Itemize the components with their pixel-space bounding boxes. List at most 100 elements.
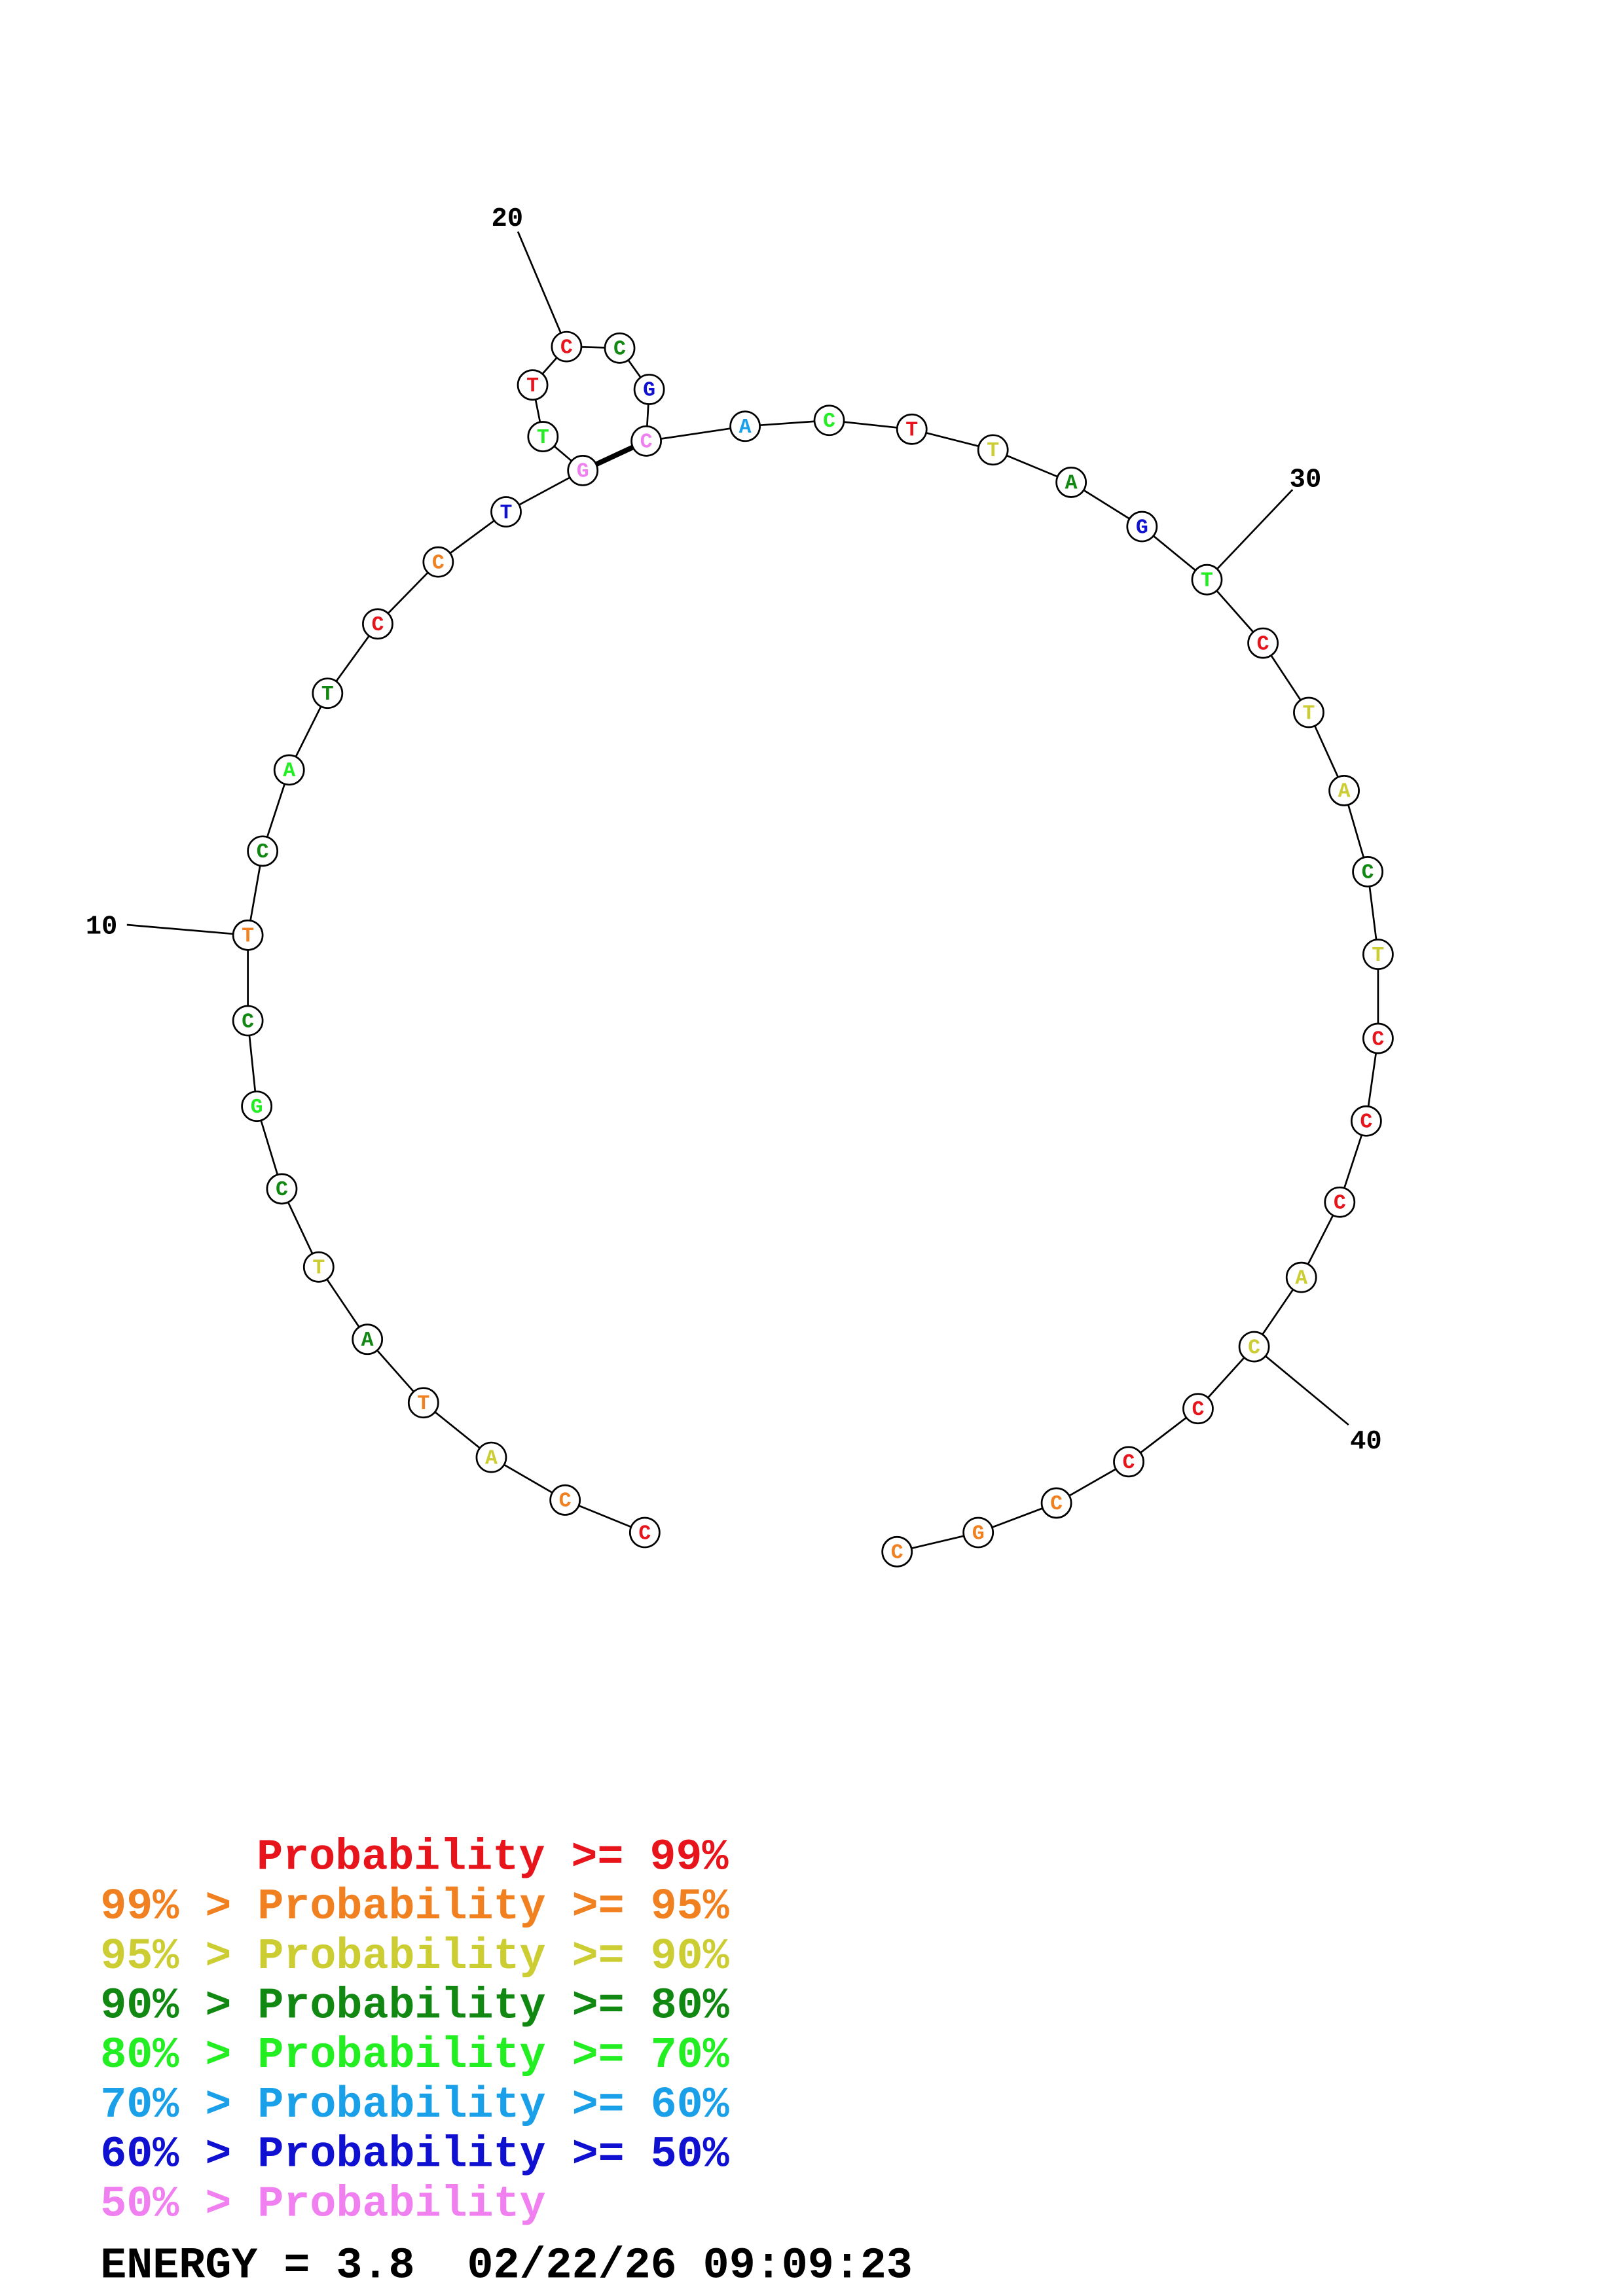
nucleotide-circle — [1293, 696, 1324, 728]
nucleotide: G — [962, 1516, 994, 1549]
nucleotide: C — [604, 332, 636, 364]
nucleotide-circle — [1350, 1105, 1382, 1137]
nucleotide: C — [1362, 1022, 1394, 1054]
nucleotide: C — [1182, 1393, 1214, 1425]
nucleotide-circle — [977, 434, 1009, 466]
nucleotide: T — [517, 369, 549, 401]
nucleotide-base: C — [1360, 1111, 1372, 1134]
nucleotide-base: G — [1136, 516, 1148, 539]
nucleotide: C — [1040, 1487, 1072, 1519]
nucleotide-base: C — [242, 1011, 254, 1033]
legend-entry: Probability >= 99% — [257, 1833, 729, 1882]
nucleotide-base: C — [638, 1522, 651, 1545]
nucleotide-circle — [1352, 856, 1384, 888]
nucleotide-base: T — [537, 427, 549, 450]
nucleotide-circle — [813, 404, 845, 437]
number-label: 20 — [491, 204, 523, 234]
nucleotide: A — [729, 410, 761, 442]
nucleotide-circle — [527, 421, 559, 452]
nucleotide-circle — [1285, 1261, 1317, 1293]
nucleotide-circle — [549, 1484, 581, 1516]
nucleotide: C — [1350, 1105, 1382, 1137]
nucleotide-base: C — [1257, 633, 1269, 656]
nucleotide: C — [1238, 1331, 1270, 1363]
nucleotide-circle — [551, 331, 583, 363]
nucleotide: C — [1247, 627, 1279, 659]
nucleotide: T — [407, 1387, 439, 1419]
nucleotide: C — [247, 835, 279, 867]
nucleotide-circle — [1182, 1393, 1214, 1425]
nucleotide-base: G — [577, 461, 589, 484]
nucleotide: G — [633, 374, 665, 405]
nucleotide-base: A — [1338, 781, 1351, 804]
nucleotide-base: T — [321, 683, 334, 706]
nucleotide-base: C — [891, 1542, 903, 1565]
nucleotide: T — [1191, 564, 1223, 596]
nucleotide: T — [312, 677, 344, 709]
nucleotide: C — [630, 425, 662, 457]
nucleotide-circle — [1238, 1331, 1270, 1363]
nucleotide-circle — [302, 1251, 335, 1283]
nucleotide-circle — [630, 425, 662, 457]
nucleotide-base: T — [526, 375, 539, 398]
number-tick — [1253, 1346, 1349, 1426]
nucleotide-base: C — [1248, 1336, 1260, 1359]
nucleotide: A — [352, 1323, 384, 1355]
energy-line: ENERGY = 3.8 02/22/26 09:09:23 — [100, 2242, 913, 2291]
nucleotide-circle — [266, 1173, 298, 1205]
nucleotide-base: C — [1372, 1028, 1384, 1051]
nucleotide-circle — [232, 919, 264, 951]
nucleotide-base: G — [643, 380, 655, 403]
legend-entry: 60% > Probability >= 50% — [100, 2130, 729, 2180]
nucleotide-circle — [232, 1005, 264, 1037]
nucleotide-circle — [881, 1535, 913, 1568]
nucleotide: A — [1285, 1261, 1317, 1293]
nucleotide-base: C — [640, 431, 653, 454]
nucleotide: A — [1055, 467, 1087, 498]
nucleotide: C — [422, 546, 454, 578]
legend-entry: 90% > Probability >= 80% — [100, 1982, 729, 2032]
nucleotide-base: A — [361, 1329, 374, 1352]
nucleotide-circle — [517, 369, 549, 401]
nucleotide: C — [813, 404, 845, 437]
nucleotide-base: C — [432, 552, 445, 575]
nucleotide: T — [1362, 939, 1394, 970]
nucleotide-base: T — [1372, 944, 1384, 967]
nucleotide-circle — [604, 332, 636, 364]
nucleotide: G — [241, 1090, 273, 1122]
nucleotide-circle — [407, 1387, 439, 1419]
nucleotide-base: T — [1201, 569, 1213, 592]
nucleotide-circle — [729, 410, 761, 442]
nucleotide-circle — [352, 1323, 384, 1355]
nucleotide-circle — [633, 374, 665, 405]
nucleotide-base: C — [1334, 1192, 1346, 1215]
nucleotide: G — [1126, 511, 1158, 543]
legend-entry: 50% > Probability — [100, 2179, 545, 2229]
nucleotide-circle — [1362, 1022, 1394, 1054]
nucleotide-circle — [241, 1090, 273, 1122]
nucleotide-base: T — [312, 1257, 325, 1280]
number-tick — [126, 924, 248, 937]
number-tick — [1206, 489, 1294, 581]
nucleotide-circle — [247, 835, 279, 867]
nucleotide-base: C — [613, 338, 626, 361]
nucleotide-circle — [1362, 939, 1394, 970]
nucleotide-base: A — [485, 1447, 498, 1470]
nucleotide-circle — [1191, 564, 1223, 596]
nucleotide-circle — [567, 455, 599, 486]
number-label: 30 — [1290, 465, 1322, 495]
nucleotide-base: G — [972, 1522, 985, 1545]
nucleotide: A — [1328, 775, 1360, 806]
nucleotide-base: G — [251, 1096, 263, 1119]
nucleotide: C — [1113, 1446, 1144, 1478]
nucleotide-circle — [1113, 1446, 1144, 1478]
nucleotide-circle — [273, 754, 305, 786]
nucleotide: C — [551, 331, 583, 363]
legend-entry: 95% > Probability >= 90% — [100, 1932, 729, 1982]
nucleotide-base: C — [1362, 862, 1374, 885]
nucleotide: T — [527, 421, 559, 452]
nucleotide-base: T — [417, 1393, 429, 1416]
nucleotide: C — [1324, 1186, 1356, 1218]
nucleotide-base: A — [739, 416, 752, 439]
